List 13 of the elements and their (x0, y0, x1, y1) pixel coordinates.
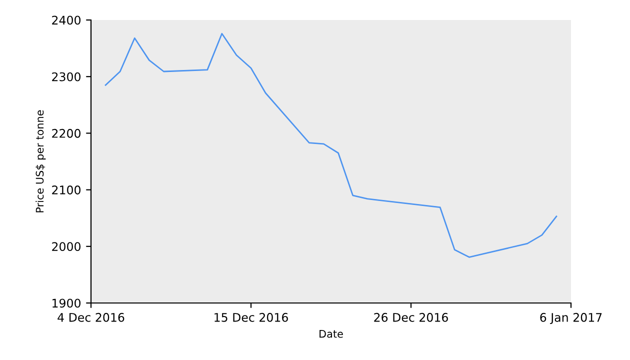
x-axis-title: Date (320, 330, 343, 338)
x-tick-label: 15 Dec 2016 (214, 312, 288, 322)
y-tick-label: 2300 (52, 72, 80, 82)
x-tick-label: 4 Dec 2016 (58, 312, 124, 322)
x-tick-label: 26 Dec 2016 (374, 312, 448, 322)
y-tick-label: 2400 (52, 16, 80, 25)
line-series (104, 32, 558, 258)
y-tick-label: 2000 (52, 242, 80, 252)
y-tick-label: 1900 (52, 298, 80, 308)
y-tick-label: 2200 (52, 128, 80, 138)
y-tick-label: 2100 (52, 186, 80, 194)
x-tick-label: 6 Jan 2017 (540, 312, 602, 324)
y-axis-title: Price US$ per tonne (36, 110, 46, 212)
